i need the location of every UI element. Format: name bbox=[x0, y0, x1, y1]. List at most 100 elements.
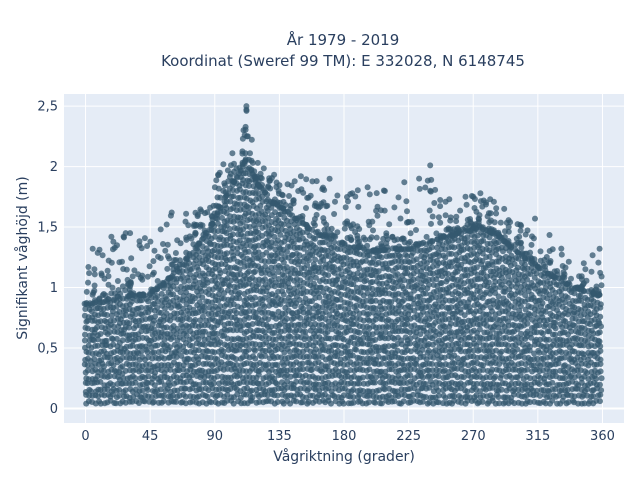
data-point bbox=[405, 218, 412, 225]
data-point bbox=[319, 186, 326, 193]
data-point bbox=[536, 322, 543, 329]
data-point bbox=[192, 278, 199, 284]
data-point bbox=[514, 264, 521, 271]
data-point bbox=[191, 231, 198, 238]
data-point bbox=[401, 239, 408, 246]
y-axis-title: Signifikant våghöjd (m) bbox=[14, 176, 31, 339]
data-point bbox=[524, 320, 531, 327]
data-point bbox=[236, 170, 242, 177]
data-point bbox=[201, 303, 208, 310]
data-point bbox=[139, 276, 146, 283]
data-point bbox=[109, 381, 116, 388]
data-point bbox=[144, 243, 151, 249]
data-point bbox=[179, 273, 186, 280]
data-point bbox=[123, 312, 130, 319]
data-point bbox=[157, 386, 164, 393]
data-point bbox=[119, 354, 126, 361]
data-point bbox=[132, 379, 139, 386]
data-point bbox=[260, 165, 267, 172]
y-tick-label: 0 bbox=[50, 402, 58, 417]
data-point bbox=[529, 260, 536, 267]
data-point bbox=[255, 281, 262, 288]
data-point bbox=[312, 256, 319, 263]
data-point bbox=[479, 224, 486, 231]
data-point bbox=[334, 317, 341, 324]
data-point bbox=[337, 356, 344, 363]
data-point bbox=[473, 264, 480, 271]
data-point bbox=[463, 266, 470, 273]
data-point bbox=[386, 221, 393, 228]
data-point bbox=[385, 343, 392, 350]
data-point bbox=[513, 235, 520, 242]
data-point bbox=[464, 234, 471, 241]
data-point bbox=[391, 204, 398, 211]
data-point bbox=[475, 219, 482, 226]
data-point bbox=[524, 276, 531, 283]
data-point bbox=[539, 330, 546, 337]
data-point bbox=[529, 233, 535, 240]
data-point bbox=[400, 356, 407, 363]
data-point bbox=[597, 348, 604, 354]
x-tick-label: 45 bbox=[142, 429, 159, 444]
data-point bbox=[438, 280, 445, 286]
data-point bbox=[122, 387, 129, 394]
data-point bbox=[136, 238, 143, 245]
data-point bbox=[505, 318, 511, 325]
data-point bbox=[511, 391, 517, 398]
data-point bbox=[339, 239, 346, 246]
data-point bbox=[230, 178, 237, 185]
data-point bbox=[113, 400, 119, 407]
data-point bbox=[192, 317, 199, 323]
data-point bbox=[448, 250, 455, 257]
data-point bbox=[527, 254, 534, 261]
data-point bbox=[406, 340, 413, 347]
data-point bbox=[595, 259, 602, 266]
data-point bbox=[489, 394, 496, 401]
data-point bbox=[337, 246, 344, 252]
data-point bbox=[435, 214, 442, 221]
data-point bbox=[477, 198, 484, 205]
data-point bbox=[389, 234, 396, 241]
data-point bbox=[353, 284, 360, 291]
data-point bbox=[429, 213, 436, 220]
data-point bbox=[209, 216, 216, 223]
data-point bbox=[356, 329, 363, 336]
data-point bbox=[370, 227, 376, 234]
data-point bbox=[527, 399, 533, 406]
data-point bbox=[144, 273, 151, 280]
x-tick-label: 90 bbox=[206, 429, 223, 444]
data-point bbox=[271, 299, 278, 305]
data-point bbox=[186, 233, 193, 240]
data-point bbox=[109, 284, 116, 291]
data-point bbox=[366, 191, 373, 198]
data-point bbox=[394, 271, 401, 278]
data-point bbox=[246, 182, 252, 189]
data-point bbox=[447, 263, 454, 270]
data-point bbox=[373, 234, 380, 241]
data-point bbox=[398, 337, 405, 344]
data-point bbox=[227, 170, 234, 177]
data-point bbox=[477, 190, 484, 197]
data-point bbox=[306, 354, 313, 360]
data-point bbox=[381, 207, 388, 214]
data-point bbox=[437, 219, 444, 226]
data-point bbox=[353, 302, 360, 309]
data-point bbox=[457, 306, 464, 313]
data-point bbox=[105, 257, 112, 264]
data-point bbox=[128, 255, 135, 262]
data-point bbox=[388, 299, 395, 306]
data-point bbox=[217, 270, 224, 276]
data-point bbox=[546, 232, 553, 238]
x-tick-label: 360 bbox=[590, 429, 615, 444]
data-point bbox=[590, 330, 597, 337]
data-point bbox=[354, 232, 361, 239]
data-point bbox=[305, 194, 312, 201]
data-point bbox=[532, 215, 538, 222]
data-point bbox=[189, 343, 196, 349]
data-points bbox=[81, 103, 605, 407]
data-point bbox=[518, 330, 524, 337]
data-point bbox=[273, 179, 280, 186]
data-point bbox=[311, 202, 318, 209]
data-point bbox=[89, 300, 96, 307]
data-point bbox=[299, 360, 306, 367]
